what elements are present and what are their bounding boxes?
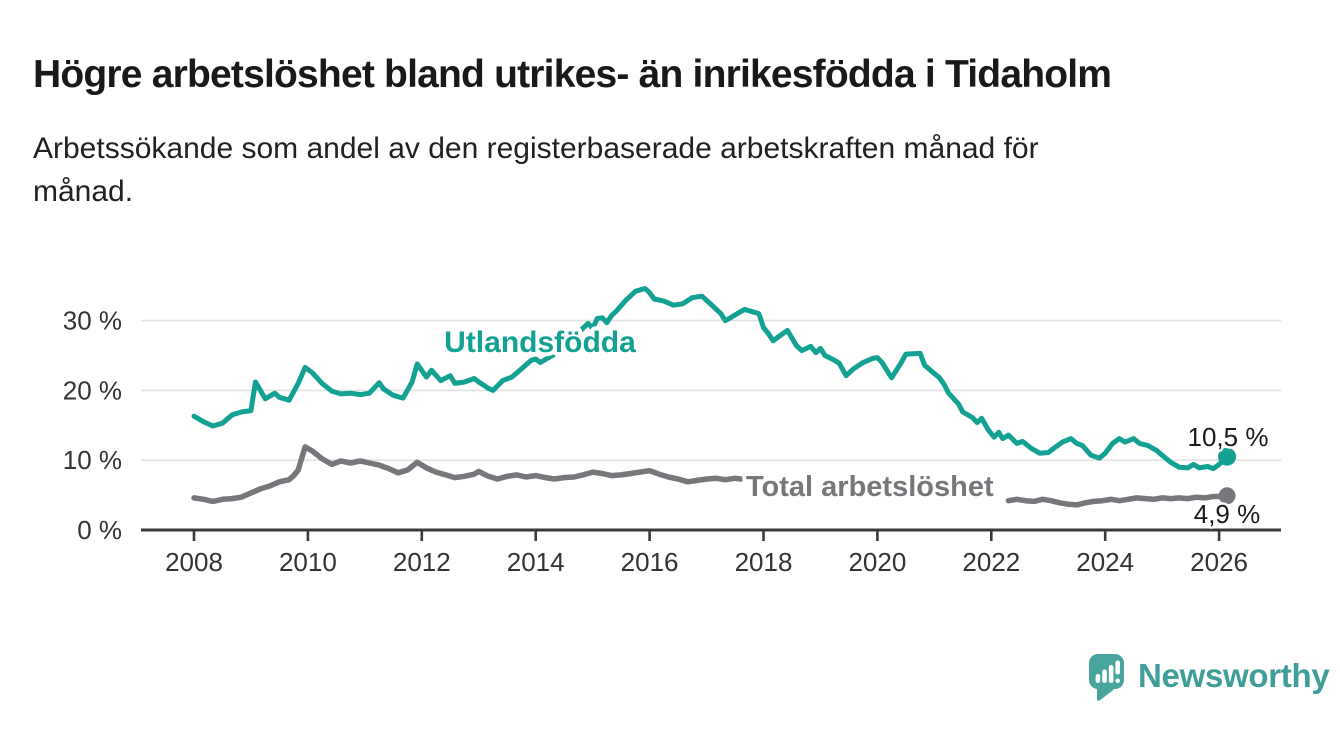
brand-name: Newsworthy [1138, 656, 1330, 694]
total-end-dot [1218, 487, 1236, 505]
y-tick-label: 0 % [77, 515, 122, 545]
x-tick-label: 2022 [962, 547, 1020, 577]
x-tick-label: 2026 [1190, 547, 1248, 577]
y-tick-label: 20 % [63, 375, 122, 405]
series-label-total-arbetsloshet: Total arbetslöshet [746, 471, 994, 503]
x-tick-label: 2010 [279, 547, 337, 577]
total-end-value-label: 4,9 % [1194, 499, 1261, 529]
x-tick-label: 2016 [621, 547, 679, 577]
x-tick-label: 2012 [393, 547, 451, 577]
chart-subtitle-line-1: Arbetssökande som andel av den registerb… [33, 132, 1039, 165]
x-tick-label: 2018 [735, 547, 793, 577]
utlandsfodda-end-dot [1218, 447, 1237, 466]
chart-title: Högre arbetslöshet bland utrikes- än inr… [33, 53, 1112, 97]
series-label-utlandsfodda: Utlandsfödda [444, 326, 636, 359]
y-tick-label: 30 % [63, 306, 122, 336]
x-tick-label: 2008 [165, 547, 223, 577]
chart-subtitle: Arbetssökande som andel av den registerb… [33, 127, 1039, 213]
x-tick-label: 2024 [1076, 547, 1134, 577]
bar-chart-speech-bubble-icon [1089, 654, 1124, 701]
chart-subtitle-line-2: månad. [33, 175, 134, 208]
newsworthy-logo: Newsworthy [1088, 653, 1330, 703]
utlandsfodda-end-value-label: 10,5 % [1188, 422, 1269, 452]
series-line-total-arbetsloshet-2 [1005, 493, 1230, 508]
series-line-total-arbetsloshet-1 [191, 444, 744, 505]
series-line-utlandsfodda [191, 286, 1230, 472]
y-tick-label: 10 % [63, 445, 122, 475]
x-tick-label: 2020 [848, 547, 906, 577]
x-tick-label: 2014 [507, 547, 565, 577]
